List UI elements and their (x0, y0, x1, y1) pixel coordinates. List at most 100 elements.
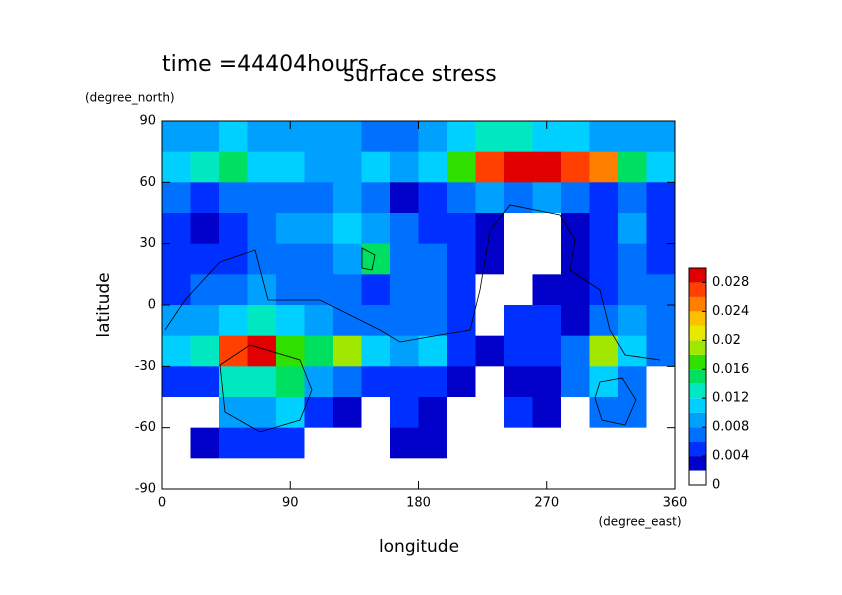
cell (190, 182, 220, 214)
cell (333, 243, 362, 275)
cell (589, 182, 619, 214)
cell (390, 458, 419, 490)
cell (361, 427, 391, 459)
colorbar-band (689, 369, 706, 384)
cell (646, 121, 676, 153)
cell (418, 213, 448, 245)
cell (561, 151, 590, 183)
cell (190, 397, 220, 429)
y-tick-label: 60 (139, 175, 156, 190)
cell (304, 274, 334, 306)
cell (162, 305, 191, 337)
cell (561, 243, 590, 275)
cell (418, 427, 448, 459)
cell (418, 366, 448, 398)
cell (390, 151, 419, 183)
y-tick-label: 0 (148, 298, 156, 313)
cell (532, 366, 562, 398)
cell (504, 458, 533, 490)
cell (390, 335, 419, 367)
chart-title: surface stress (343, 62, 496, 87)
cell (447, 335, 476, 367)
cell (247, 366, 277, 398)
cell (333, 458, 362, 490)
cell (561, 366, 590, 398)
cell (646, 335, 676, 367)
cell (475, 305, 505, 337)
cell (361, 182, 391, 214)
colorbar-band (689, 296, 706, 312)
colorbar-band (689, 470, 706, 485)
cell (361, 243, 391, 275)
cell (219, 243, 248, 275)
cell (304, 243, 334, 275)
cell (304, 121, 334, 153)
cell (219, 335, 248, 367)
cell (276, 366, 305, 398)
cell (219, 427, 248, 459)
cell (276, 335, 305, 367)
colorbar-frame (688, 267, 707, 486)
cell (561, 182, 590, 214)
cell (418, 121, 448, 153)
cell (646, 213, 676, 245)
cell (447, 213, 476, 245)
x-tick-label: 0 (158, 496, 166, 511)
cell (418, 305, 448, 337)
cell (589, 427, 619, 459)
cell (190, 458, 220, 490)
cell (561, 397, 590, 429)
cell (475, 458, 505, 490)
y-tick-label: 30 (139, 236, 156, 251)
x-tick-label: 90 (282, 496, 299, 511)
coastline (361, 247, 376, 271)
cell (333, 121, 362, 153)
coastline (594, 377, 637, 426)
cell (589, 243, 619, 275)
x-axis-label: longitude (379, 537, 459, 557)
cell (247, 274, 277, 306)
cell (219, 274, 248, 306)
cell (418, 397, 448, 429)
cell (504, 305, 533, 337)
cell (447, 366, 476, 398)
cell (333, 427, 362, 459)
colorbar-band (689, 427, 706, 442)
cell (561, 458, 590, 490)
colorbar-band (689, 441, 706, 457)
cell (447, 397, 476, 429)
cell (162, 397, 191, 429)
cell (646, 397, 676, 429)
cell (333, 305, 362, 337)
cell (589, 151, 619, 183)
cell (589, 366, 619, 398)
cell (618, 182, 647, 214)
cell (333, 397, 362, 429)
cell (589, 335, 619, 367)
cell (190, 151, 220, 183)
cell (589, 305, 619, 337)
cell (247, 213, 277, 245)
cell (418, 151, 448, 183)
cell (304, 151, 334, 183)
cell (162, 243, 191, 275)
cell (418, 243, 448, 275)
cell (646, 243, 676, 275)
colorbar-band (689, 325, 706, 341)
cell (190, 274, 220, 306)
colorbar-band (689, 268, 706, 283)
cell (276, 213, 305, 245)
y-unit: (degree_north) (85, 91, 175, 105)
cell (276, 305, 305, 337)
cell (390, 121, 419, 153)
cell (219, 213, 248, 245)
cell (333, 182, 362, 214)
cell (504, 366, 533, 398)
cell (504, 243, 533, 275)
y-tick-label: -30 (135, 359, 156, 374)
cell (447, 427, 476, 459)
cell (304, 305, 334, 337)
cell (418, 458, 448, 490)
cell (219, 458, 248, 490)
chart-subtitle: time =44404hours (162, 52, 369, 77)
